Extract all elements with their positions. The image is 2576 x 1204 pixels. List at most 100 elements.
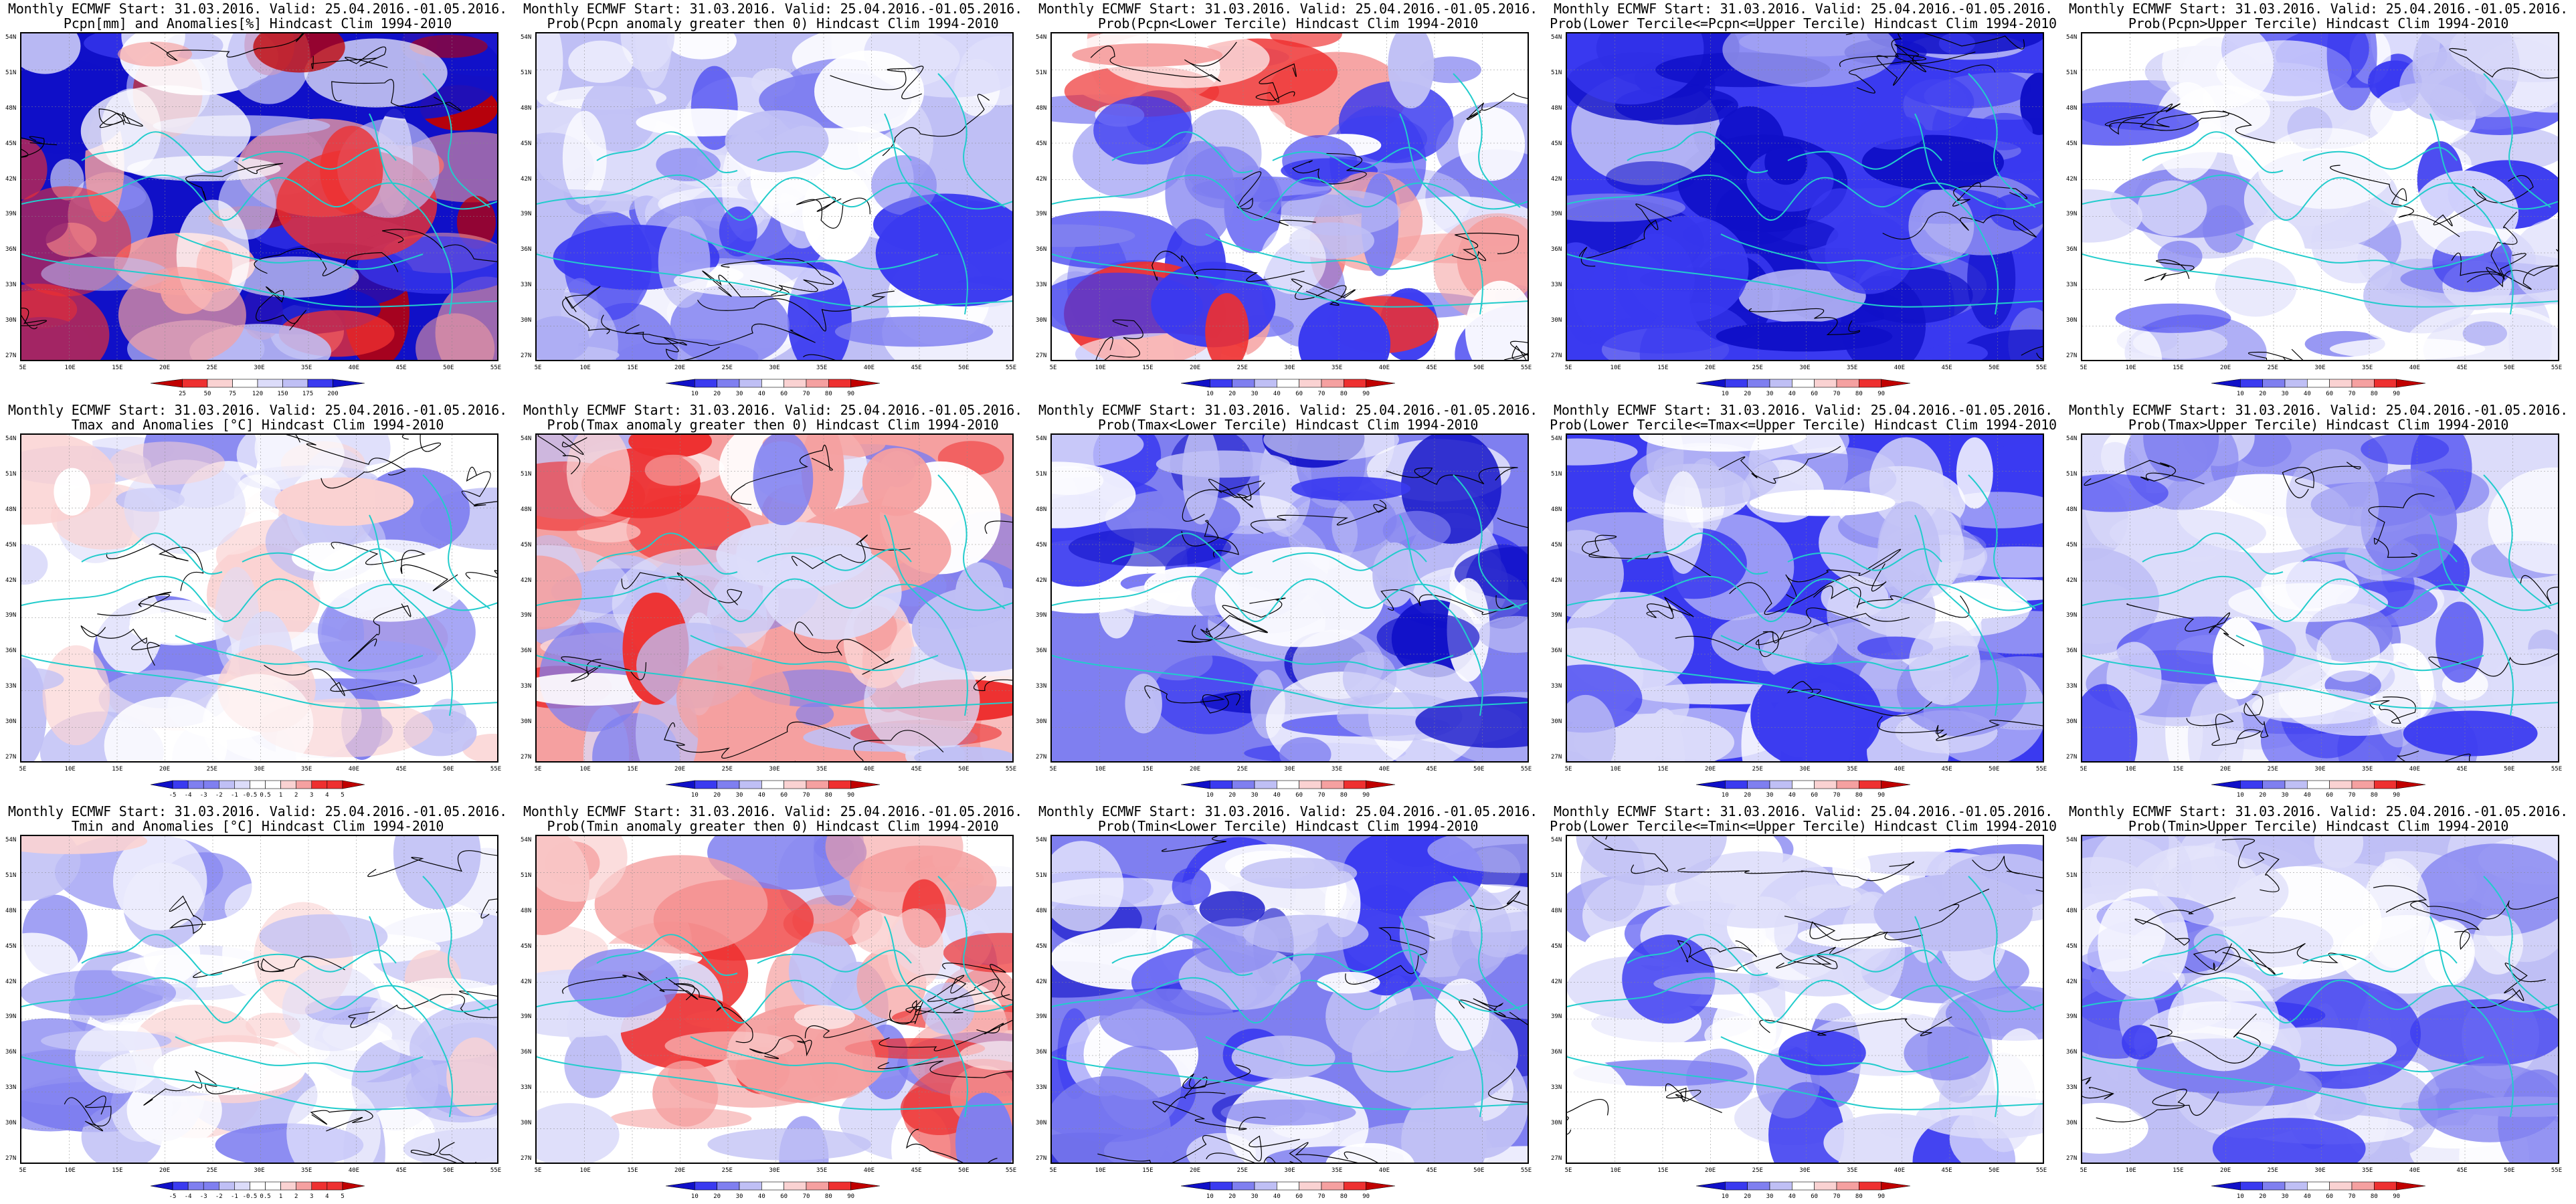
colorbar-label: -3 xyxy=(199,1193,207,1200)
x-tick-label: 20E xyxy=(1704,766,1716,773)
colorbar-segment xyxy=(250,1181,266,1191)
y-tick-label: 33N xyxy=(5,683,17,690)
colorbar-segment xyxy=(1299,379,1322,388)
x-tick-label: 40E xyxy=(1894,1167,1906,1174)
x-tick-label: 20E xyxy=(1189,1167,1201,1174)
contour-line xyxy=(459,990,497,997)
panel-title-line1: Monthly ECMWF Start: 31.03.2016. Valid: … xyxy=(1038,1,1538,17)
contour-line xyxy=(1152,1096,1266,1130)
x-tick-label: 15E xyxy=(112,1167,123,1174)
panel-title: Monthly ECMWF Start: 31.03.2016. Valid: … xyxy=(2061,403,2576,432)
colorbar-label: 20 xyxy=(1744,792,1752,799)
panel-title: Monthly ECMWF Start: 31.03.2016. Valid: … xyxy=(0,403,515,432)
y-tick-label: 39N xyxy=(2066,612,2078,619)
x-tick-label: 55E xyxy=(1520,766,1532,773)
colorbar-label: 1 xyxy=(278,792,283,799)
colorbar-label: 30 xyxy=(1251,391,1259,397)
x-tick-label: 50E xyxy=(1473,766,1485,773)
colorbar-label: 40 xyxy=(1273,1193,1281,1200)
colorbar-segment xyxy=(2240,1181,2263,1191)
panel-title: Monthly ECMWF Start: 31.03.2016. Valid: … xyxy=(515,1,1030,31)
x-tick-label: 25E xyxy=(1752,766,1763,773)
panel-title: Monthly ECMWF Start: 31.03.2016. Valid: … xyxy=(1546,403,2061,432)
x-tick-label: 15E xyxy=(2173,365,2184,371)
contour-line xyxy=(1748,308,1860,336)
x-tick-label: 10E xyxy=(2125,365,2136,371)
contour-line xyxy=(1289,1142,1378,1163)
x-tick-label: 55E xyxy=(2551,365,2563,371)
contour-line xyxy=(310,1110,373,1132)
coastline xyxy=(369,113,453,315)
map-panel-tmin-anom: Monthly ECMWF Start: 31.03.2016. Valid: … xyxy=(0,803,515,1204)
coastline xyxy=(757,548,912,571)
colorbar-segment xyxy=(207,379,233,388)
coastline xyxy=(2142,532,2284,575)
colorbar-label: 40 xyxy=(757,1193,765,1200)
contour-line xyxy=(1181,520,1239,558)
y-tick-label: 45N xyxy=(1036,942,1047,950)
y-tick-label: 48N xyxy=(5,506,17,513)
y-tick-label: 39N xyxy=(5,1013,17,1021)
coastline xyxy=(1787,146,1942,170)
coastline xyxy=(2082,1056,2558,1110)
colorbar-label: 60 xyxy=(2326,391,2334,397)
contour-line xyxy=(2520,575,2558,605)
coastline xyxy=(884,514,968,716)
x-tick-label: 45E xyxy=(2456,365,2468,371)
x-tick-label: 45E xyxy=(911,365,922,371)
coastline xyxy=(81,532,223,575)
panel-title: Monthly ECMWF Start: 31.03.2016. Valid: … xyxy=(2061,1,2576,31)
coastline xyxy=(1968,474,2036,609)
colorbar-segment xyxy=(1210,1181,1232,1191)
map-frame xyxy=(1566,32,2044,361)
colorbar-label: 40 xyxy=(1788,792,1796,799)
y-tick-label: 54N xyxy=(521,34,532,41)
panel-title-line2: Prob(Pcpn<Lower Tercile) Hindcast Clim 1… xyxy=(1097,15,1479,31)
x-tick-label: 35E xyxy=(301,1167,312,1174)
coastline xyxy=(937,73,1006,208)
colorbar xyxy=(1181,780,1395,789)
x-tick-label: 25E xyxy=(721,365,733,371)
colorbar-label: 120 xyxy=(252,391,264,397)
colorbar-segment xyxy=(2307,1181,2330,1191)
map-frame xyxy=(1050,433,1529,763)
colorbar-label: 0.5 xyxy=(260,792,271,799)
colorbar-label: 20 xyxy=(2259,391,2267,397)
colorbar-segment xyxy=(327,780,343,789)
y-tick-label: 42N xyxy=(1036,175,1047,183)
colorbar-label: 30 xyxy=(735,391,743,397)
x-tick-label: 10E xyxy=(1610,365,1621,371)
map-frame xyxy=(1566,835,2044,1164)
x-tick-label: 40E xyxy=(348,365,360,371)
contour-line xyxy=(1292,153,1367,185)
contour-line xyxy=(480,898,497,918)
contour-line xyxy=(286,435,406,476)
coastline xyxy=(2483,876,2551,1011)
coastline xyxy=(81,934,223,977)
coastline xyxy=(596,532,738,575)
coastline xyxy=(21,575,497,623)
contour-line xyxy=(1776,888,1990,969)
x-tick-label: 50E xyxy=(1473,365,1485,371)
y-tick-label: 36N xyxy=(1551,246,1562,254)
y-tick-label: 39N xyxy=(2066,211,2078,218)
x-tick-label: 30E xyxy=(1799,766,1811,773)
y-tick-label: 42N xyxy=(2066,175,2078,183)
panel-title-line1: Monthly ECMWF Start: 31.03.2016. Valid: … xyxy=(1554,803,2053,819)
colorbar-label: 60 xyxy=(780,391,788,397)
coastline xyxy=(596,131,738,174)
x-tick-label: 50E xyxy=(1989,766,2000,773)
panel-title: Monthly ECMWF Start: 31.03.2016. Valid: … xyxy=(1546,804,2061,833)
x-tick-label: 25E xyxy=(721,1167,733,1174)
contour-line xyxy=(410,1138,477,1163)
map-panel-tmin-middle: Monthly ECMWF Start: 31.03.2016. Valid: … xyxy=(1546,803,2061,1204)
contour-line xyxy=(2397,750,2471,761)
colorbar-segment xyxy=(219,780,235,789)
y-tick-label: 42N xyxy=(5,175,17,183)
colorbar-segment xyxy=(666,379,695,388)
colorbar-segment xyxy=(311,780,328,789)
y-tick-label: 45N xyxy=(521,541,532,548)
contour-line xyxy=(310,46,388,70)
coastline xyxy=(81,131,223,174)
colorbar-label: 10 xyxy=(1721,1193,1729,1200)
